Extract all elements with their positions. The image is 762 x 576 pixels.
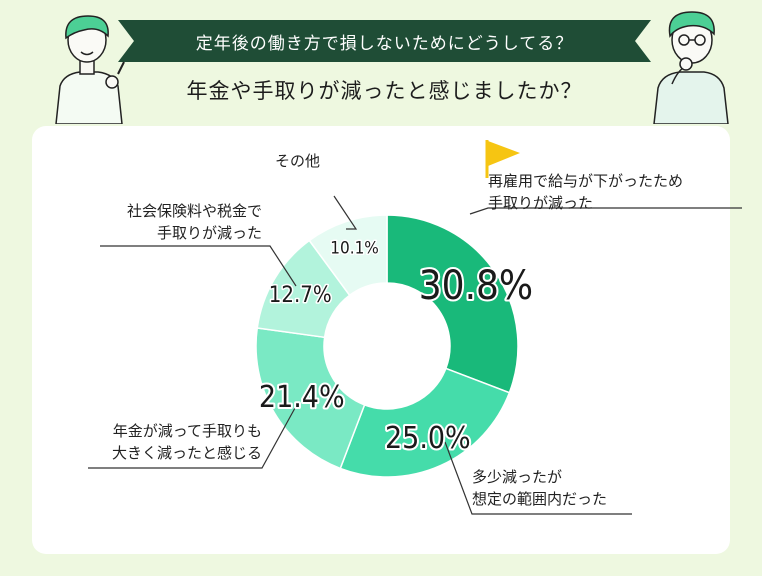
person-right-illustration (653, 11, 729, 124)
leader-line-social-insurance-tax (100, 245, 297, 287)
slice-pension-reduced (255, 327, 366, 470)
title-banner: 定年後の働き方で損しないためにどうしてる？ (118, 20, 651, 62)
value-label-within-expectations: 25.0% (385, 421, 471, 456)
question-title: 年金や手取りが減ったと感じましたか？ (118, 68, 651, 112)
slice-within-expectations (339, 367, 511, 478)
banner-text: 定年後の働き方で損しないためにどうしてる？ (195, 33, 574, 54)
leader-line-rehire-pay-cut (469, 207, 742, 215)
leader-line-pension-reduced (88, 407, 296, 469)
value-label-other: 10.1% (330, 238, 379, 258)
chart-card (32, 126, 730, 554)
value-label-social-insurance-tax: 12.7% (269, 283, 332, 308)
category-label-social-insurance-tax: 社会保険料や税金で手取りが減った (127, 202, 262, 242)
leader-line-within-expectations (444, 441, 632, 515)
slice-other (308, 214, 388, 297)
person-left-illustration (55, 15, 125, 124)
value-label-pension-reduced: 21.4% (259, 380, 345, 415)
leader-line-other (333, 195, 358, 230)
question-text: 年金や手取りが減ったと感じましたか？ (186, 79, 583, 103)
slice-rehire-pay-cut (386, 214, 519, 394)
category-label-other: その他 (275, 152, 320, 170)
flag-icon (488, 141, 520, 166)
category-label-within-expectations: 多少減ったが想定の範囲内だった (472, 468, 607, 508)
category-label-rehire-pay-cut: 再雇用で給与が下がったため手取りが減った (488, 172, 683, 212)
value-label-rehire-pay-cut: 30.8% (419, 263, 533, 309)
category-label-pension-reduced: 年金が減って手取りも大きく減ったと感じる (112, 422, 262, 462)
